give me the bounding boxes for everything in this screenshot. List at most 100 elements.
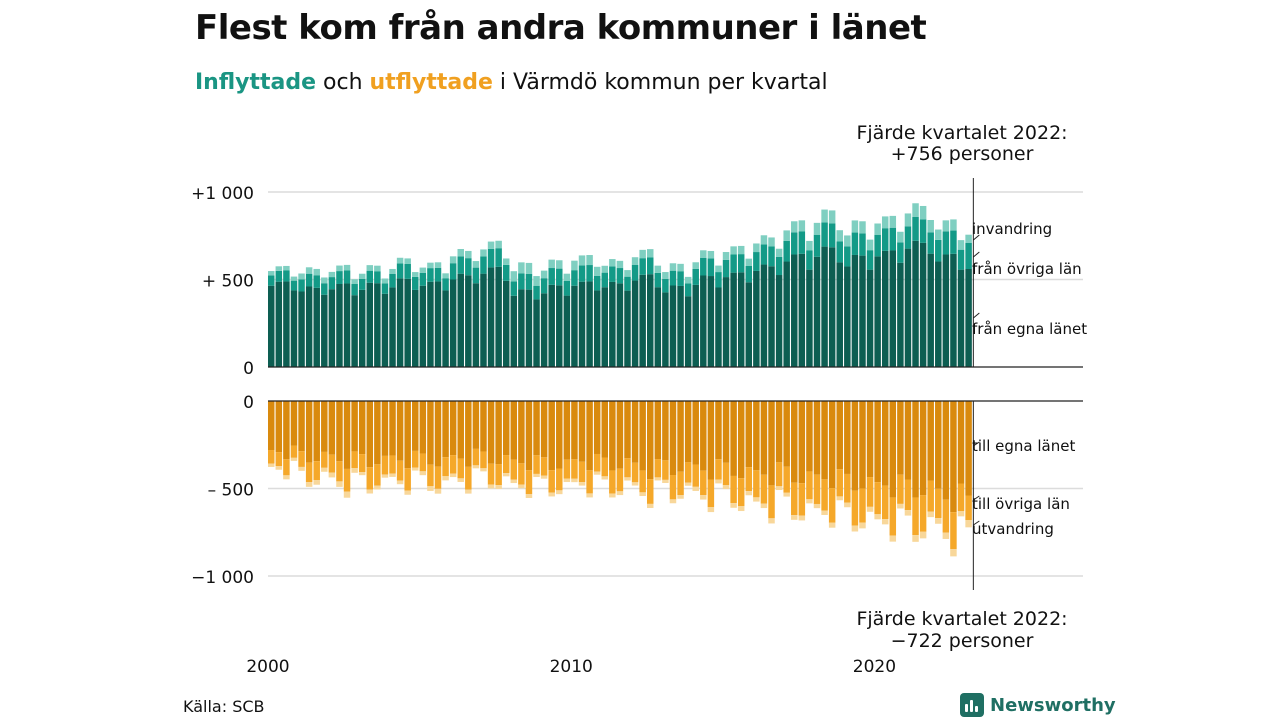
bar-inflow-other-counties bbox=[950, 230, 957, 254]
bar-outflow-own-county bbox=[495, 401, 502, 465]
bar-outflow-own-county bbox=[768, 401, 775, 486]
bar-outflow-other-counties bbox=[518, 463, 525, 485]
bar-inflow-immigration bbox=[593, 266, 601, 276]
bar-inflow-immigration bbox=[540, 270, 548, 279]
bar-outflow-own-county bbox=[389, 401, 396, 456]
bar-outflow-emigration bbox=[851, 525, 859, 532]
bar-outflow-own-county bbox=[828, 401, 836, 489]
bar-inflow-other-counties bbox=[821, 222, 828, 247]
bar-inflow-own-county bbox=[927, 253, 934, 367]
bar-inflow-other-counties bbox=[268, 275, 275, 286]
bar-outflow-own-county bbox=[957, 401, 965, 484]
bar-outflow-emigration bbox=[480, 468, 487, 472]
bar-inflow-immigration bbox=[866, 239, 874, 251]
bar-outflow-other-counties bbox=[487, 463, 495, 485]
bar-inflow-other-counties bbox=[866, 250, 874, 270]
bar-inflow-other-counties bbox=[487, 248, 495, 268]
bar-inflow-other-counties bbox=[366, 270, 374, 283]
bar-inflow-other-counties bbox=[586, 265, 593, 282]
bar-outflow-own-county bbox=[662, 401, 669, 461]
bar-inflow-other-counties bbox=[737, 254, 745, 273]
bar-inflow-immigration bbox=[730, 246, 737, 255]
bar-outflow-other-counties bbox=[844, 473, 851, 503]
bar-inflow-immigration bbox=[328, 271, 336, 278]
bar-inflow-own-county bbox=[540, 293, 548, 367]
bar-inflow-own-county bbox=[662, 292, 669, 367]
bar-outflow-emigration bbox=[874, 514, 881, 520]
bar-inflow-own-county bbox=[897, 262, 904, 367]
bar-outflow-emigration bbox=[502, 473, 510, 477]
annotation-top-value: +756 personer bbox=[891, 143, 1034, 165]
bar-outflow-other-counties bbox=[457, 458, 464, 479]
bar-outflow-own-county bbox=[821, 401, 828, 480]
bar-inflow-other-counties bbox=[935, 239, 942, 262]
bar-outflow-other-counties bbox=[449, 455, 457, 474]
bar-inflow-immigration bbox=[487, 241, 495, 249]
bar-inflow-immigration bbox=[396, 257, 404, 264]
bar-inflow-own-county bbox=[381, 293, 389, 367]
x-tick-label: 2000 bbox=[246, 657, 289, 677]
bar-outflow-other-counties bbox=[654, 459, 662, 478]
bar-inflow-immigration bbox=[768, 237, 775, 247]
bar-outflow-own-county bbox=[965, 401, 972, 496]
bar-outflow-own-county bbox=[374, 401, 381, 465]
bar-inflow-other-counties bbox=[313, 275, 320, 288]
bar-outflow-other-counties bbox=[609, 470, 616, 494]
bar-inflow-immigration bbox=[753, 243, 760, 253]
bar-inflow-immigration bbox=[578, 255, 586, 266]
bar-outflow-emigration bbox=[336, 481, 343, 487]
series-label: från övriga län bbox=[972, 260, 1082, 278]
bar-inflow-immigration bbox=[556, 260, 563, 269]
bar-outflow-emigration bbox=[897, 503, 904, 509]
bar-outflow-own-county bbox=[268, 401, 275, 451]
bar-outflow-emigration bbox=[828, 522, 836, 528]
y-tick-label: – 500 bbox=[208, 481, 254, 501]
bar-inflow-other-counties bbox=[927, 232, 934, 254]
x-tick-label: 2020 bbox=[853, 657, 896, 677]
bar-inflow-immigration bbox=[389, 268, 396, 274]
bar-outflow-own-county bbox=[836, 401, 843, 470]
y-tick-label: 0 bbox=[243, 393, 254, 413]
bar-inflow-own-county bbox=[957, 269, 965, 367]
bar-inflow-own-county bbox=[328, 289, 336, 367]
bar-inflow-other-counties bbox=[662, 278, 669, 293]
bar-inflow-own-county bbox=[351, 295, 358, 367]
bar-inflow-own-county bbox=[389, 287, 396, 367]
bar-inflow-other-counties bbox=[298, 279, 305, 292]
bar-outflow-own-county bbox=[472, 401, 480, 449]
bar-inflow-other-counties bbox=[336, 271, 343, 284]
bar-outflow-other-counties bbox=[593, 453, 601, 472]
bar-inflow-other-counties bbox=[442, 278, 449, 291]
bar-outflow-other-counties bbox=[715, 459, 722, 480]
bar-outflow-other-counties bbox=[321, 451, 328, 468]
bar-inflow-own-county bbox=[715, 287, 722, 367]
bar-outflow-emigration bbox=[669, 499, 677, 504]
bar-inflow-own-county bbox=[502, 280, 510, 367]
bar-inflow-other-counties bbox=[859, 233, 866, 256]
bar-inflow-other-counties bbox=[775, 256, 783, 276]
bar-outflow-own-county bbox=[798, 401, 806, 484]
bar-inflow-immigration bbox=[813, 222, 821, 235]
bar-outflow-other-counties bbox=[502, 455, 510, 474]
bar-inflow-other-counties bbox=[305, 273, 313, 287]
brand-logo: Newsworthy bbox=[960, 692, 1116, 718]
bar-outflow-other-counties bbox=[935, 488, 942, 519]
bar-outflow-other-counties bbox=[897, 474, 904, 504]
bar-inflow-immigration bbox=[783, 230, 790, 241]
bar-inflow-other-counties bbox=[639, 258, 646, 275]
series-label-leader bbox=[973, 234, 980, 241]
bar-inflow-immigration bbox=[912, 203, 919, 217]
bar-outflow-other-counties bbox=[381, 455, 389, 475]
bar-inflow-own-county bbox=[859, 255, 866, 367]
bar-inflow-own-county bbox=[881, 250, 889, 367]
bar-outflow-own-county bbox=[889, 401, 897, 498]
bar-inflow-immigration bbox=[927, 219, 934, 233]
bar-inflow-own-county bbox=[677, 285, 684, 367]
bar-outflow-emigration bbox=[791, 515, 798, 520]
bar-outflow-other-counties bbox=[427, 464, 434, 487]
bar-outflow-own-county bbox=[427, 401, 434, 465]
bar-outflow-emigration bbox=[813, 503, 821, 509]
bar-inflow-immigration bbox=[472, 261, 480, 268]
bar-inflow-own-county bbox=[775, 275, 783, 367]
bar-outflow-own-county bbox=[631, 401, 639, 463]
